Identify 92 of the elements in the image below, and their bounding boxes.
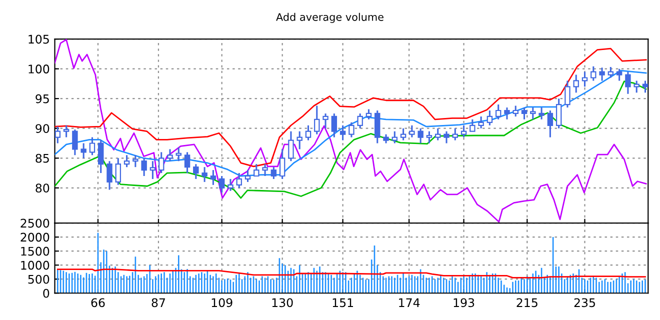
chart-title: Add average volume <box>276 12 384 23</box>
candlestick <box>444 130 450 144</box>
y-tick-label: 0 <box>43 288 50 298</box>
candlestick <box>210 169 216 186</box>
candlestick <box>115 157 122 186</box>
x-tick-label: 130 <box>272 298 293 308</box>
line-series <box>54 70 647 177</box>
x-tick-label: 87 <box>152 298 165 308</box>
candlestick <box>538 106 544 120</box>
candlestick <box>193 163 199 180</box>
candlestick <box>141 157 147 177</box>
candlestick <box>547 110 554 138</box>
candlestick <box>322 112 328 130</box>
candlestick <box>366 108 372 120</box>
candlestick <box>530 106 536 120</box>
candlestick <box>642 80 648 94</box>
line-series <box>54 48 647 168</box>
y-tick-label: 1500 <box>21 246 50 256</box>
y-tick-label: 100 <box>28 64 50 74</box>
x-tick-label: 109 <box>212 298 232 308</box>
y-tick-label: 500 <box>28 274 50 284</box>
candlestick <box>564 80 570 108</box>
candlestick <box>244 169 251 183</box>
candlestick <box>582 71 588 88</box>
candlestick <box>314 104 320 136</box>
candlestick <box>150 160 156 180</box>
candlestick <box>418 128 424 144</box>
candlestick <box>590 66 596 82</box>
candlestick <box>184 151 190 174</box>
candlestick <box>470 118 476 132</box>
candlestick <box>521 106 528 120</box>
y-tick-label: 85 <box>36 154 49 163</box>
candlestick <box>608 66 614 79</box>
y-tick-label: 105 <box>28 34 49 44</box>
y-tick-label: 90 <box>36 124 50 134</box>
candlestick <box>435 128 441 142</box>
candlestick <box>599 66 605 82</box>
candlestick <box>426 130 432 144</box>
candlestick <box>374 110 380 144</box>
x-tick-label: 66 <box>91 298 105 308</box>
line-series <box>56 268 646 278</box>
candlestick <box>486 110 493 126</box>
y-tick-label: 1000 <box>21 260 50 270</box>
candlestick <box>460 124 467 138</box>
candlestick <box>495 104 502 120</box>
candlestick <box>106 160 112 190</box>
candlestick <box>331 112 338 138</box>
candlestick <box>400 128 406 142</box>
candlestick <box>452 128 458 142</box>
candlestick <box>132 154 138 168</box>
candlestick <box>89 136 96 156</box>
candlestick <box>348 122 354 138</box>
candlestick <box>98 140 104 174</box>
candlestick <box>634 80 640 94</box>
candlestick <box>504 106 510 120</box>
candlestick <box>202 166 208 183</box>
y-tick-label: 2000 <box>20 232 50 242</box>
candlestick <box>556 98 562 130</box>
candlestick <box>409 124 415 138</box>
candlestick <box>296 130 302 150</box>
candlestick <box>305 124 312 142</box>
candlestick <box>340 124 346 142</box>
candlestick <box>80 142 86 159</box>
y-tick-label: 2500 <box>20 218 50 228</box>
candlestick <box>218 175 225 194</box>
candlestick <box>158 151 164 174</box>
x-tick-label: 193 <box>454 298 474 308</box>
candlestick <box>262 163 268 177</box>
candlestick <box>288 130 294 162</box>
candlestick <box>512 104 518 118</box>
x-tick-label: 174 <box>399 298 420 307</box>
candlestick <box>254 163 260 177</box>
candlestick <box>176 146 182 162</box>
candlestick <box>625 71 631 95</box>
candlestick <box>357 112 363 130</box>
candlestick <box>72 128 78 156</box>
candlestick <box>478 116 484 130</box>
candlestick <box>573 74 579 94</box>
candlestick <box>392 130 398 144</box>
candlestick <box>279 148 286 180</box>
y-tick-label: 80 <box>36 184 50 193</box>
x-tick-label: 215 <box>516 298 538 308</box>
candlestick <box>124 154 130 168</box>
candlestick <box>236 172 242 189</box>
y-tick-label: 95 <box>36 94 49 104</box>
x-tick-label: 235 <box>574 298 595 308</box>
candlestick <box>167 148 173 162</box>
x-tick-label: 151 <box>332 298 353 308</box>
candlestick <box>616 68 622 82</box>
candlestick <box>63 124 70 138</box>
candlestick <box>228 178 234 192</box>
candlestick <box>270 166 277 180</box>
